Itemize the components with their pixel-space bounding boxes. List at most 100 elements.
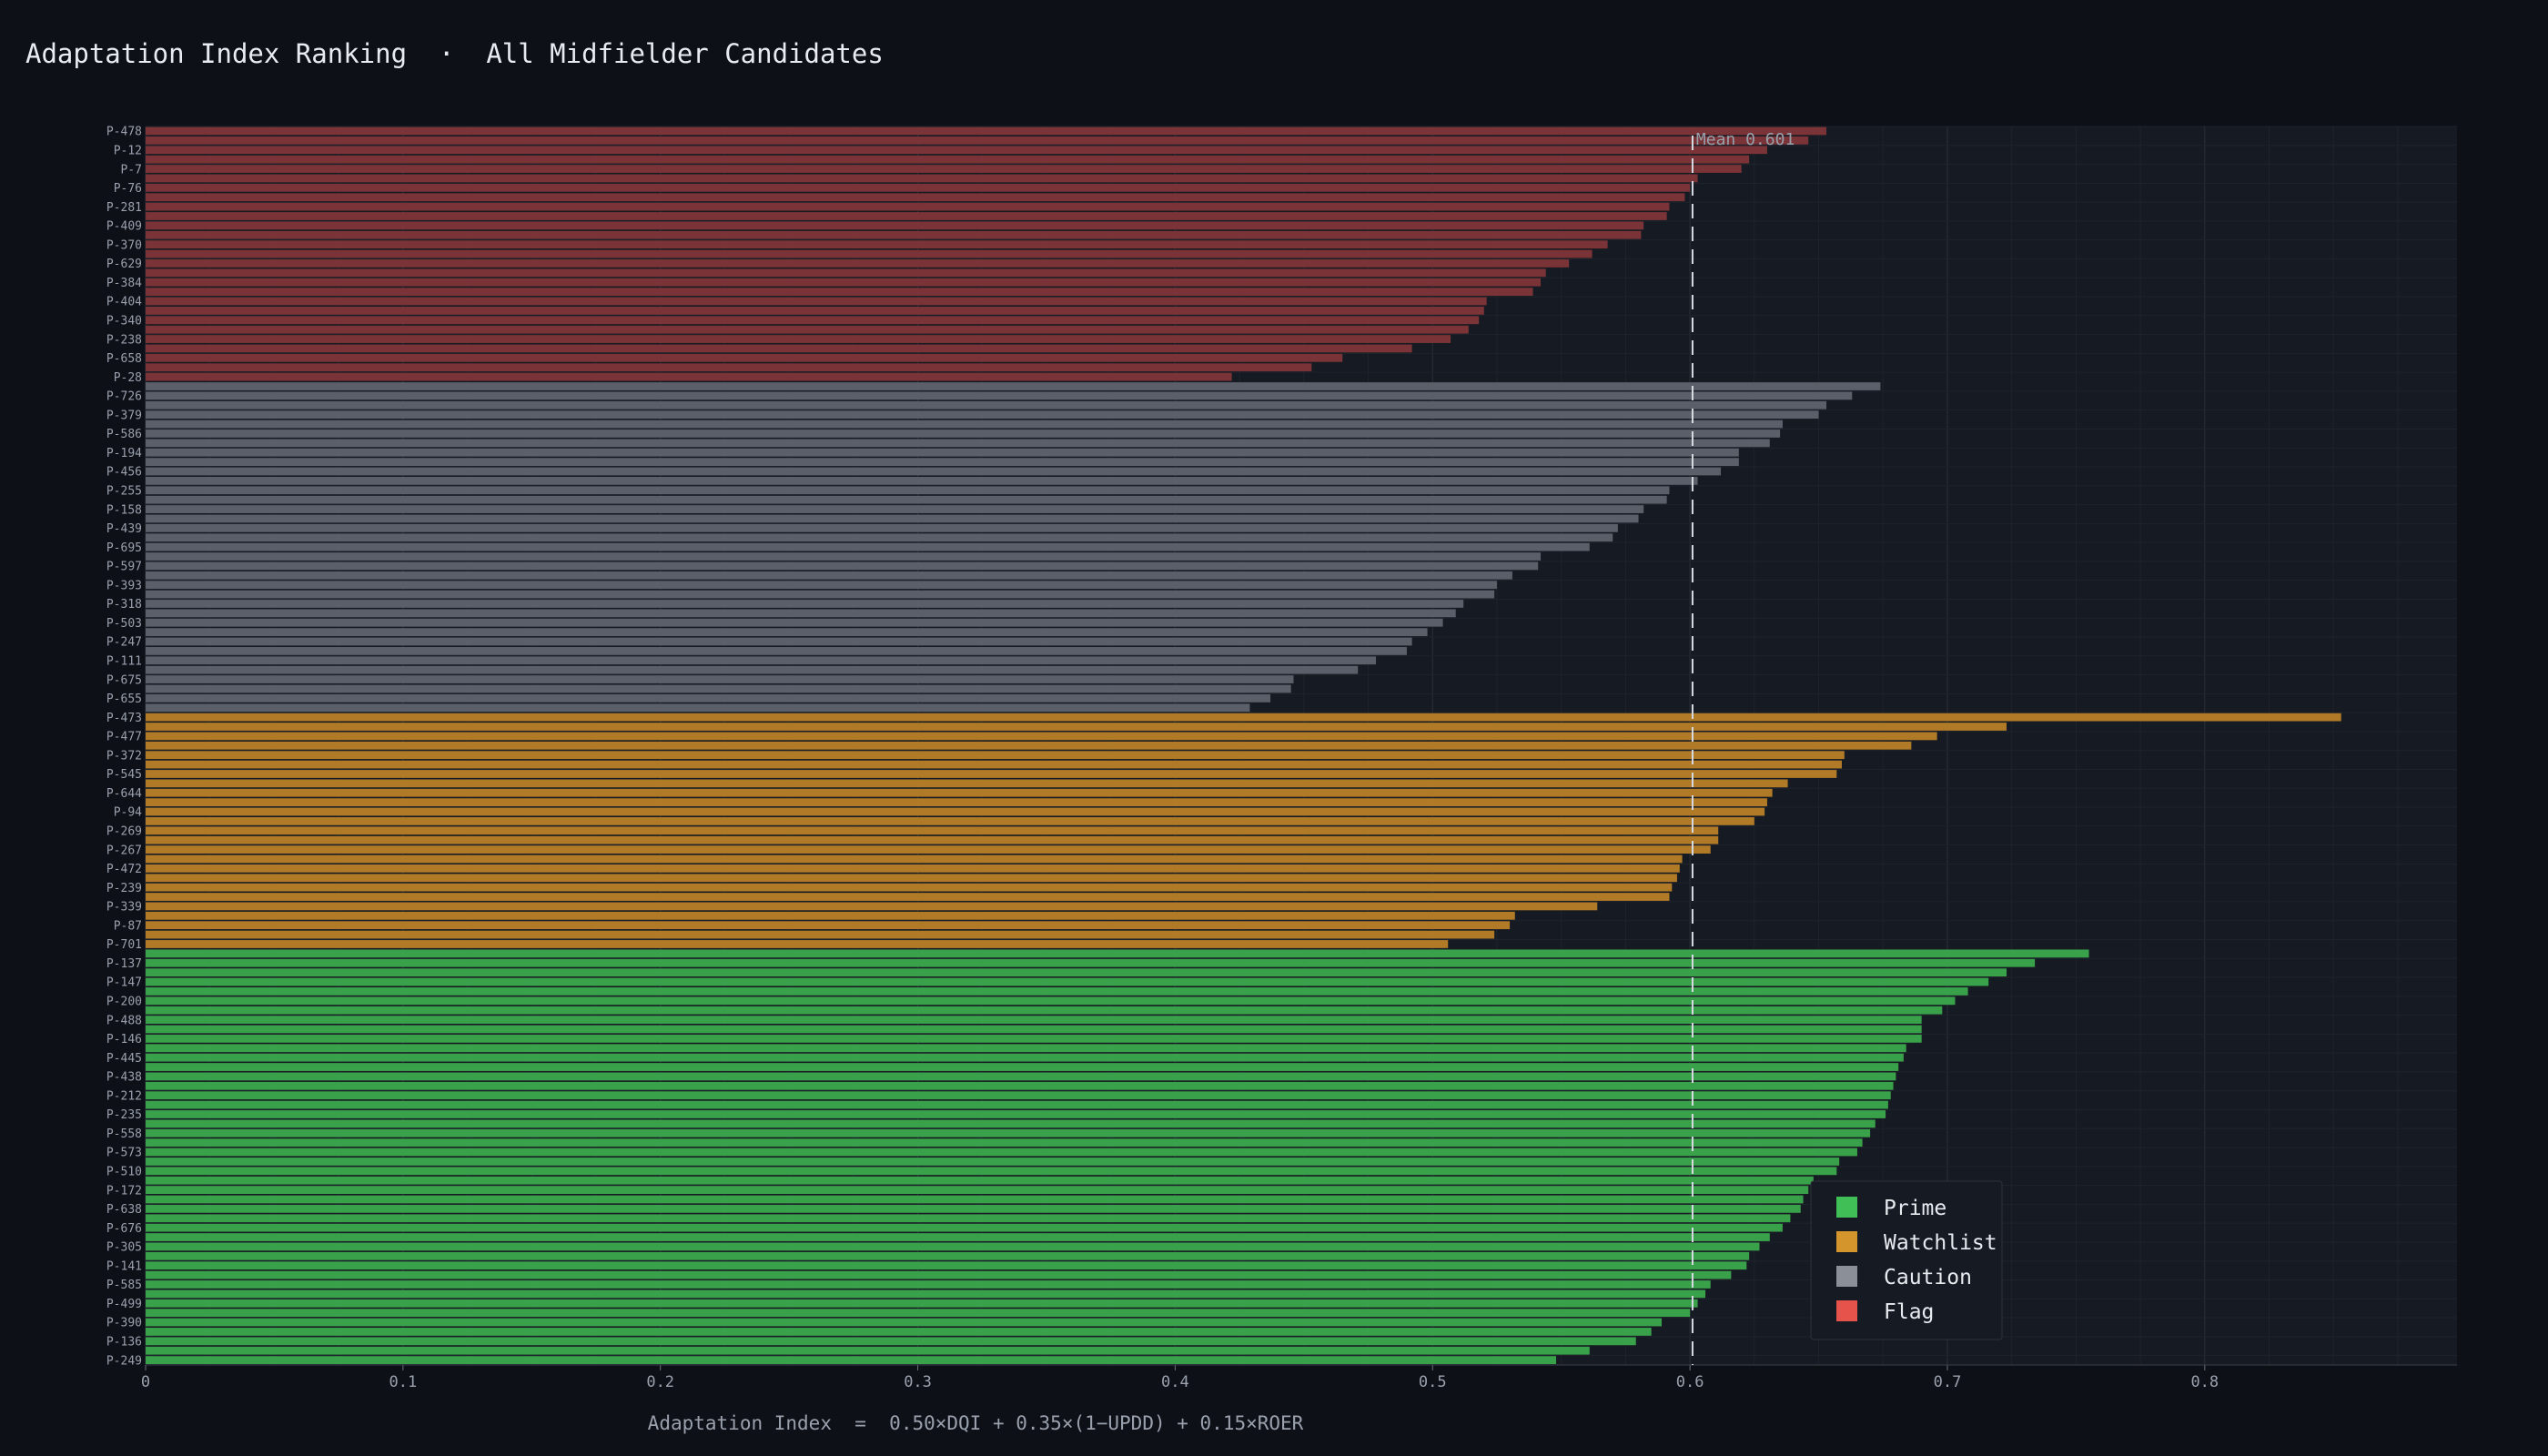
legend: Prime Watchlist Caution Flag bbox=[1810, 1180, 2003, 1340]
y-tick-label: P-456 bbox=[106, 466, 142, 480]
y-tick-label: P-558 bbox=[106, 1127, 142, 1141]
y-tick-label: P-247 bbox=[106, 636, 142, 650]
bar bbox=[146, 628, 1428, 637]
y-tick-label: P-473 bbox=[106, 712, 142, 725]
y-tick-label: P-644 bbox=[106, 787, 142, 801]
bar bbox=[146, 656, 1377, 665]
y-tick-label: P-675 bbox=[106, 673, 142, 687]
bar bbox=[146, 741, 1912, 750]
bar bbox=[146, 1299, 1698, 1308]
bar bbox=[146, 665, 1359, 674]
y-tick-label: P-478 bbox=[106, 126, 142, 139]
y-tick-label: P-658 bbox=[106, 352, 142, 366]
bar bbox=[146, 874, 1677, 883]
y-tick-label: P-146 bbox=[106, 1033, 142, 1046]
y-tick-label: P-586 bbox=[106, 428, 142, 441]
x-tick-label: 0.1 bbox=[389, 1373, 417, 1391]
bar bbox=[146, 212, 1667, 220]
bar bbox=[146, 817, 1754, 825]
bar bbox=[146, 637, 1412, 646]
bar bbox=[146, 590, 1495, 599]
y-tick-label: P-472 bbox=[106, 863, 142, 876]
bar bbox=[146, 1318, 1662, 1327]
bar bbox=[146, 259, 1570, 268]
x-tick-label: 0.7 bbox=[1934, 1373, 1962, 1391]
y-tick-label: P-488 bbox=[106, 1014, 142, 1027]
bar bbox=[146, 363, 1312, 372]
bar bbox=[146, 288, 1533, 297]
bar bbox=[146, 807, 1765, 816]
bar bbox=[146, 353, 1343, 362]
x-tick-label: 0.3 bbox=[904, 1373, 932, 1391]
y-tick-label: P-585 bbox=[106, 1279, 142, 1292]
y-tick-label: P-701 bbox=[106, 938, 142, 952]
y-tick-label: P-379 bbox=[106, 409, 142, 422]
y-tick-label: P-573 bbox=[106, 1147, 142, 1160]
bar bbox=[146, 155, 1750, 164]
bar bbox=[146, 552, 1542, 561]
y-tick-label: P-676 bbox=[106, 1222, 142, 1236]
x-axis-label: Adaptation Index = 0.50×DQI + 0.35×(1−UP… bbox=[648, 1412, 1304, 1434]
bar bbox=[146, 268, 1546, 278]
bar bbox=[146, 921, 1511, 930]
bar bbox=[146, 600, 1464, 608]
y-tick-label: P-597 bbox=[106, 561, 142, 574]
bar bbox=[146, 325, 1469, 334]
bar bbox=[146, 1044, 1906, 1053]
bar bbox=[146, 693, 1271, 703]
bar bbox=[146, 391, 1853, 400]
bar bbox=[146, 1251, 1750, 1260]
bar bbox=[146, 571, 1512, 580]
bar bbox=[146, 902, 1598, 911]
y-tick-label: P-629 bbox=[106, 258, 142, 271]
legend-box bbox=[1810, 1180, 2003, 1340]
y-tick-label: P-638 bbox=[106, 1203, 142, 1217]
bar bbox=[146, 703, 1250, 713]
bar bbox=[146, 410, 1819, 420]
y-tick-label: P-372 bbox=[106, 749, 142, 763]
bar bbox=[146, 372, 1232, 381]
x-tick-label: 0.5 bbox=[1419, 1373, 1447, 1391]
bar bbox=[146, 864, 1680, 873]
bar bbox=[146, 1063, 1899, 1071]
bar bbox=[146, 126, 1827, 136]
y-tick-label: P-200 bbox=[106, 996, 142, 1009]
x-tick-label: 0 bbox=[141, 1373, 150, 1391]
bar bbox=[146, 523, 1618, 532]
bar-series bbox=[146, 126, 2341, 1364]
bar bbox=[146, 165, 1742, 173]
bar bbox=[146, 854, 1683, 864]
bar bbox=[146, 335, 1451, 343]
bar bbox=[146, 1072, 1896, 1081]
y-tick-label: P-194 bbox=[106, 447, 142, 460]
y-tick-label: P-499 bbox=[106, 1298, 142, 1311]
bar bbox=[146, 1081, 1894, 1090]
bar bbox=[146, 505, 1644, 513]
bar bbox=[146, 675, 1294, 683]
legend-label: Watchlist bbox=[1884, 1231, 1997, 1255]
bar bbox=[146, 1158, 1840, 1166]
y-tick-label: P-235 bbox=[106, 1108, 142, 1122]
y-tick-label: P-172 bbox=[106, 1184, 142, 1198]
bar bbox=[146, 1148, 1857, 1157]
legend-swatch bbox=[1836, 1231, 1857, 1252]
bar bbox=[146, 883, 1673, 892]
bar bbox=[146, 930, 1495, 939]
bar bbox=[146, 788, 1773, 797]
bar bbox=[146, 193, 1685, 202]
bar bbox=[146, 400, 1827, 410]
bar bbox=[146, 420, 1783, 429]
bar bbox=[146, 477, 1698, 485]
x-tick-label: 0.2 bbox=[646, 1373, 674, 1391]
bar bbox=[146, 618, 1443, 627]
bar bbox=[146, 344, 1412, 353]
y-tick-label: P-510 bbox=[106, 1166, 142, 1179]
y-tick-label: P-141 bbox=[106, 1259, 142, 1273]
y-tick-label: P-370 bbox=[106, 238, 142, 252]
bar bbox=[146, 835, 1719, 844]
y-tick-label: P-726 bbox=[106, 390, 142, 404]
y-tick-label: P-137 bbox=[106, 957, 142, 971]
y-tick-label: P-404 bbox=[106, 296, 142, 309]
y-tick-label: P-239 bbox=[106, 882, 142, 895]
bar bbox=[146, 977, 1989, 986]
